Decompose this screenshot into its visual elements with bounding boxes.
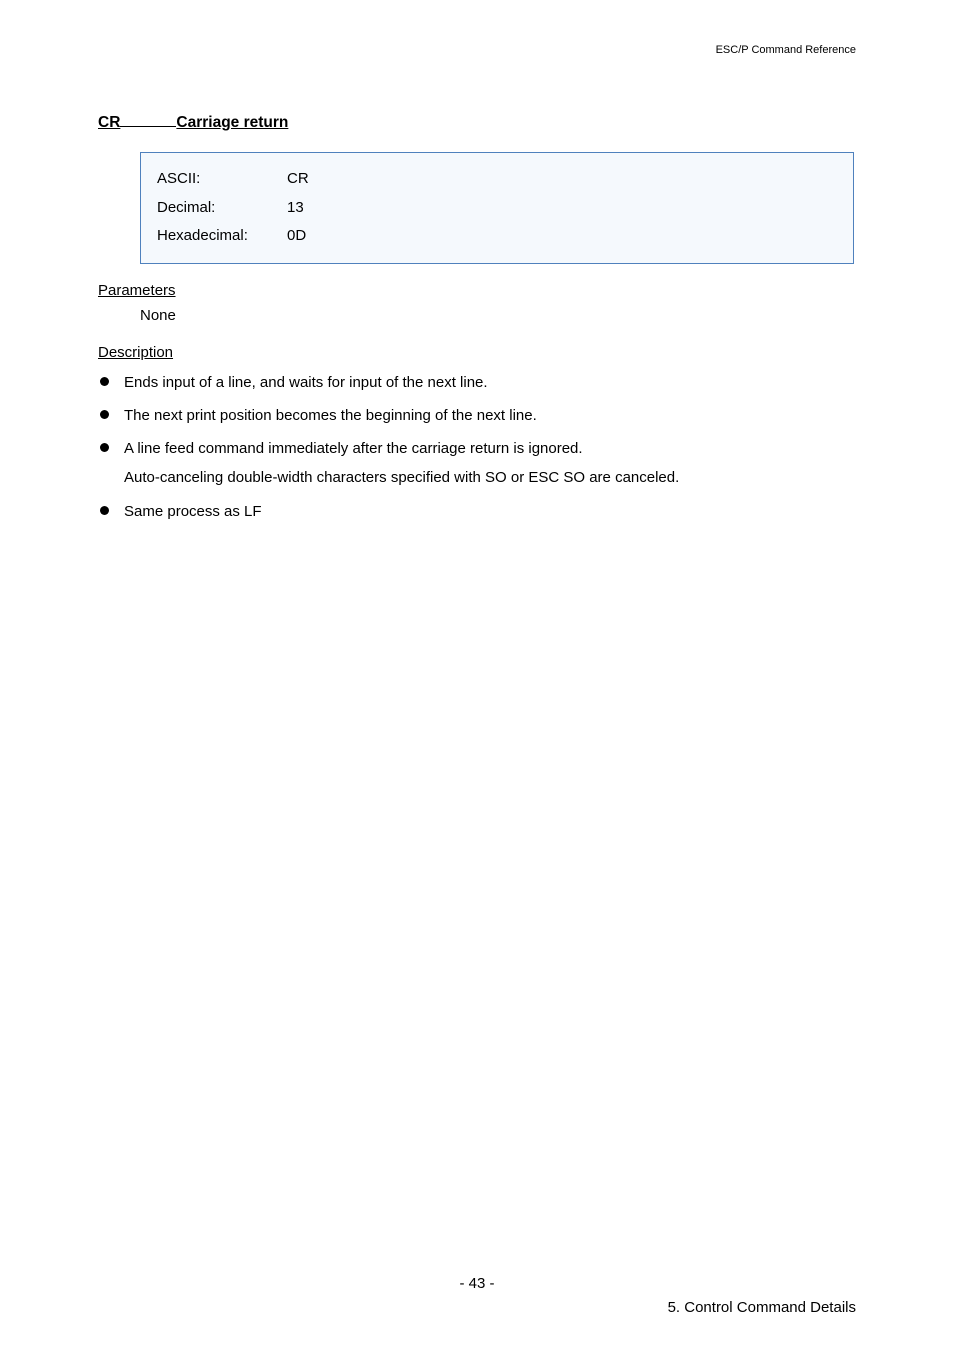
section-title-gap — [120, 126, 176, 127]
description-heading: Description — [98, 344, 856, 361]
description-list: Ends input of a line, and waits for inpu… — [98, 371, 856, 523]
section-label: CR — [98, 114, 120, 131]
section-name: Carriage return — [176, 114, 288, 131]
code-label-decimal: Decimal: — [157, 194, 287, 223]
description-item: Ends input of a line, and waits for inpu… — [98, 371, 856, 394]
description-item: Same process as LF — [98, 500, 856, 523]
code-label-hex: Hexadecimal: — [157, 222, 287, 251]
description-text: Ends input of a line, and waits for inpu… — [124, 374, 488, 391]
page-number: - 43 - — [0, 1275, 954, 1292]
code-row: Decimal: 13 — [157, 194, 837, 223]
code-box: ASCII: CR Decimal: 13 Hexadecimal: 0D — [140, 152, 854, 264]
description-continuation: Auto-canceling double-width characters s… — [124, 466, 856, 489]
code-row: ASCII: CR — [157, 165, 837, 194]
section-title: CR Carriage return — [98, 114, 856, 132]
code-row: Hexadecimal: 0D — [157, 222, 837, 251]
parameters-heading: Parameters — [98, 282, 856, 299]
description-text: Same process as LF — [124, 503, 262, 520]
code-value-hex: 0D — [287, 222, 306, 251]
footer-chapter: 5. Control Command Details — [668, 1299, 856, 1316]
description-item: A line feed command immediately after th… — [98, 437, 856, 490]
code-label-ascii: ASCII: — [157, 165, 287, 194]
code-value-ascii: CR — [287, 165, 309, 194]
header-reference: ESC/P Command Reference — [716, 44, 856, 56]
description-text: A line feed command immediately after th… — [124, 440, 583, 457]
code-value-decimal: 13 — [287, 194, 304, 223]
page: ESC/P Command Reference CR Carriage retur… — [0, 0, 954, 1350]
description-text: The next print position becomes the begi… — [124, 407, 537, 424]
description-item: The next print position becomes the begi… — [98, 404, 856, 427]
parameters-text: None — [140, 307, 856, 324]
